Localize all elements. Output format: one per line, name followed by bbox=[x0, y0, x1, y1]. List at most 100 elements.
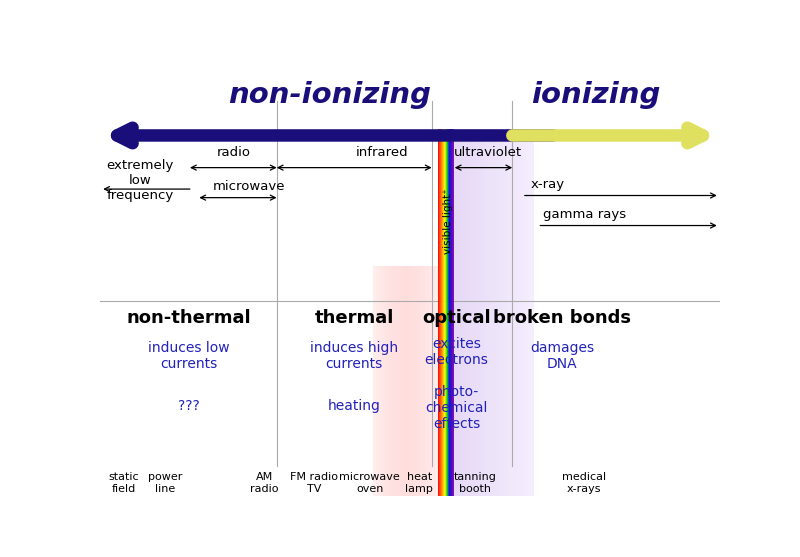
Bar bbox=[410, 266, 411, 496]
Bar bbox=[502, 129, 503, 496]
Bar bbox=[385, 266, 386, 496]
Bar bbox=[524, 129, 526, 496]
Bar bbox=[411, 266, 412, 496]
Bar bbox=[386, 266, 387, 496]
Text: infrared: infrared bbox=[356, 146, 409, 159]
Bar bbox=[426, 266, 427, 496]
Bar bbox=[382, 266, 384, 496]
Text: induces low
currents: induces low currents bbox=[148, 341, 230, 372]
Bar bbox=[462, 129, 463, 496]
Text: non-thermal: non-thermal bbox=[126, 309, 251, 327]
Bar bbox=[503, 129, 505, 496]
Bar bbox=[486, 129, 487, 496]
Bar bbox=[470, 129, 471, 496]
Bar bbox=[506, 129, 508, 496]
Bar bbox=[437, 266, 438, 496]
Text: induces high
currents: induces high currents bbox=[310, 341, 398, 372]
Bar bbox=[384, 266, 385, 496]
Bar bbox=[465, 129, 466, 496]
Text: radio: radio bbox=[216, 146, 250, 159]
Bar bbox=[518, 129, 519, 496]
Bar bbox=[527, 129, 529, 496]
Bar bbox=[433, 266, 434, 496]
Bar bbox=[458, 129, 460, 496]
Text: medical
x-rays: medical x-rays bbox=[562, 472, 606, 494]
Bar bbox=[430, 266, 432, 496]
Text: x-ray: x-ray bbox=[531, 178, 565, 191]
Bar bbox=[424, 266, 425, 496]
Text: extremely
low
frequency: extremely low frequency bbox=[106, 159, 174, 202]
Text: thermal: thermal bbox=[314, 309, 394, 327]
Text: microwave: microwave bbox=[213, 180, 285, 193]
Text: gamma rays: gamma rays bbox=[543, 208, 626, 221]
Bar bbox=[478, 129, 479, 496]
Bar bbox=[387, 266, 388, 496]
Bar bbox=[466, 129, 468, 496]
Bar bbox=[405, 266, 406, 496]
Bar bbox=[425, 266, 426, 496]
Bar bbox=[514, 129, 516, 496]
Bar bbox=[436, 266, 437, 496]
Text: ???: ??? bbox=[178, 399, 199, 413]
Text: photo-
chemical
effects: photo- chemical effects bbox=[426, 384, 488, 431]
Bar bbox=[530, 129, 532, 496]
Bar bbox=[490, 129, 492, 496]
Bar bbox=[403, 266, 405, 496]
Bar bbox=[381, 266, 382, 496]
Text: power
line: power line bbox=[148, 472, 182, 494]
Bar bbox=[418, 266, 420, 496]
Bar bbox=[511, 129, 513, 496]
Bar bbox=[522, 129, 524, 496]
Bar bbox=[421, 266, 422, 496]
Text: tanning
booth: tanning booth bbox=[454, 472, 497, 494]
Bar bbox=[495, 129, 497, 496]
Bar bbox=[532, 129, 534, 496]
Bar bbox=[374, 266, 375, 496]
Bar bbox=[516, 129, 518, 496]
Bar bbox=[397, 266, 398, 496]
Bar bbox=[519, 129, 521, 496]
Text: ultraviolet: ultraviolet bbox=[454, 146, 522, 159]
Bar bbox=[487, 129, 489, 496]
Bar bbox=[521, 129, 522, 496]
Bar bbox=[498, 129, 500, 496]
Bar bbox=[391, 266, 393, 496]
Text: ionizing: ionizing bbox=[531, 81, 661, 109]
Bar bbox=[394, 266, 396, 496]
Bar bbox=[513, 129, 514, 496]
Bar bbox=[423, 266, 424, 496]
Bar bbox=[413, 266, 414, 496]
Bar bbox=[508, 129, 510, 496]
Text: microwave
oven: microwave oven bbox=[339, 472, 400, 494]
Bar bbox=[492, 129, 494, 496]
Text: AM
radio: AM radio bbox=[250, 472, 278, 494]
Bar bbox=[412, 266, 413, 496]
Text: static
field: static field bbox=[108, 472, 139, 494]
Bar bbox=[454, 129, 534, 496]
Bar bbox=[500, 129, 502, 496]
Bar bbox=[373, 266, 374, 496]
Bar bbox=[434, 266, 435, 496]
Bar bbox=[414, 266, 415, 496]
Bar bbox=[377, 266, 378, 496]
Bar bbox=[396, 266, 397, 496]
Bar bbox=[510, 129, 511, 496]
Bar bbox=[481, 129, 482, 496]
Bar bbox=[474, 129, 476, 496]
Bar bbox=[479, 129, 481, 496]
Bar bbox=[373, 266, 438, 496]
Bar bbox=[401, 266, 402, 496]
Bar bbox=[389, 266, 390, 496]
Text: FM radio
TV: FM radio TV bbox=[290, 472, 338, 494]
Bar bbox=[484, 129, 486, 496]
Bar bbox=[398, 266, 399, 496]
Text: excites
electrons: excites electrons bbox=[425, 337, 489, 367]
Text: non-ionizing: non-ionizing bbox=[228, 81, 431, 109]
Bar bbox=[417, 266, 418, 496]
Bar bbox=[463, 129, 465, 496]
Bar bbox=[399, 266, 400, 496]
Text: heating: heating bbox=[328, 399, 381, 413]
Bar bbox=[428, 266, 430, 496]
Bar bbox=[393, 266, 394, 496]
Bar bbox=[497, 129, 498, 496]
